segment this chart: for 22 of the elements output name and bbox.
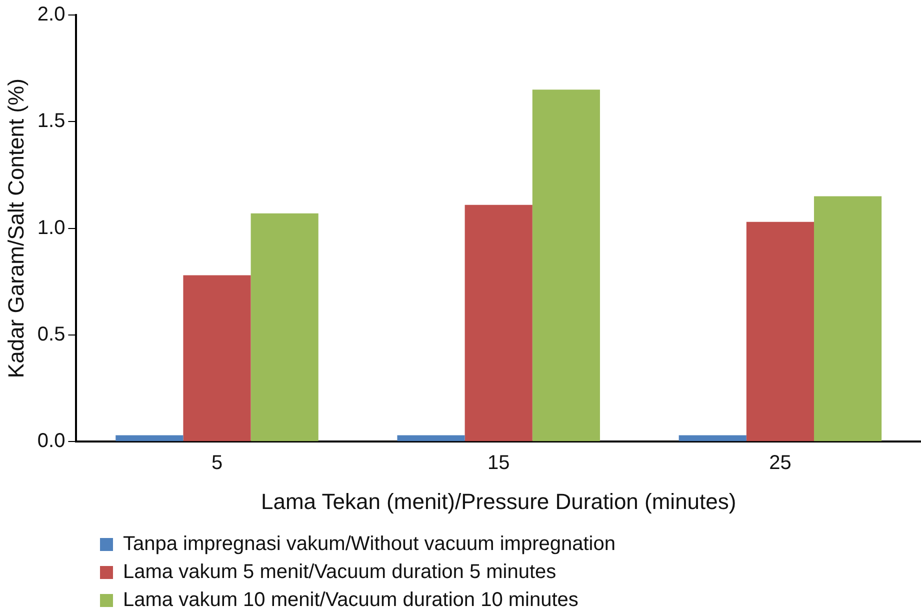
bar [464,204,532,442]
y-axis-title: Kadar Garam/Salt Content (%) [3,78,28,378]
bar [678,435,746,442]
y-tick-label: 0.0 [37,430,66,452]
x-tick-label: 15 [487,452,510,474]
y-tick-label: 0.5 [37,323,66,346]
bar [250,213,318,442]
y-tick-label: 2.0 [37,4,66,26]
bar [814,196,882,442]
x-axis-title: Lama Tekan (menit)/Pressure Duration (minutes) [260,488,736,514]
bar [397,435,465,442]
y-tick-label: 1.5 [37,110,66,132]
legend-label: Lama vakum 10 menit/Vacuum duration 10 minutes [123,588,578,611]
bar [532,90,600,442]
legend-label: Tanpa impregnasi vakum/Without vacuum impregnation [123,532,616,557]
y-tick-label: 1.0 [37,216,66,239]
bar [116,435,184,442]
bar [183,275,251,442]
bar [746,222,814,442]
legend-label: Lama vakum 5 menit/Vacuum duration 5 minutes [123,560,556,585]
x-tick-label: 5 [211,452,223,474]
x-tick-label: 25 [769,452,792,474]
